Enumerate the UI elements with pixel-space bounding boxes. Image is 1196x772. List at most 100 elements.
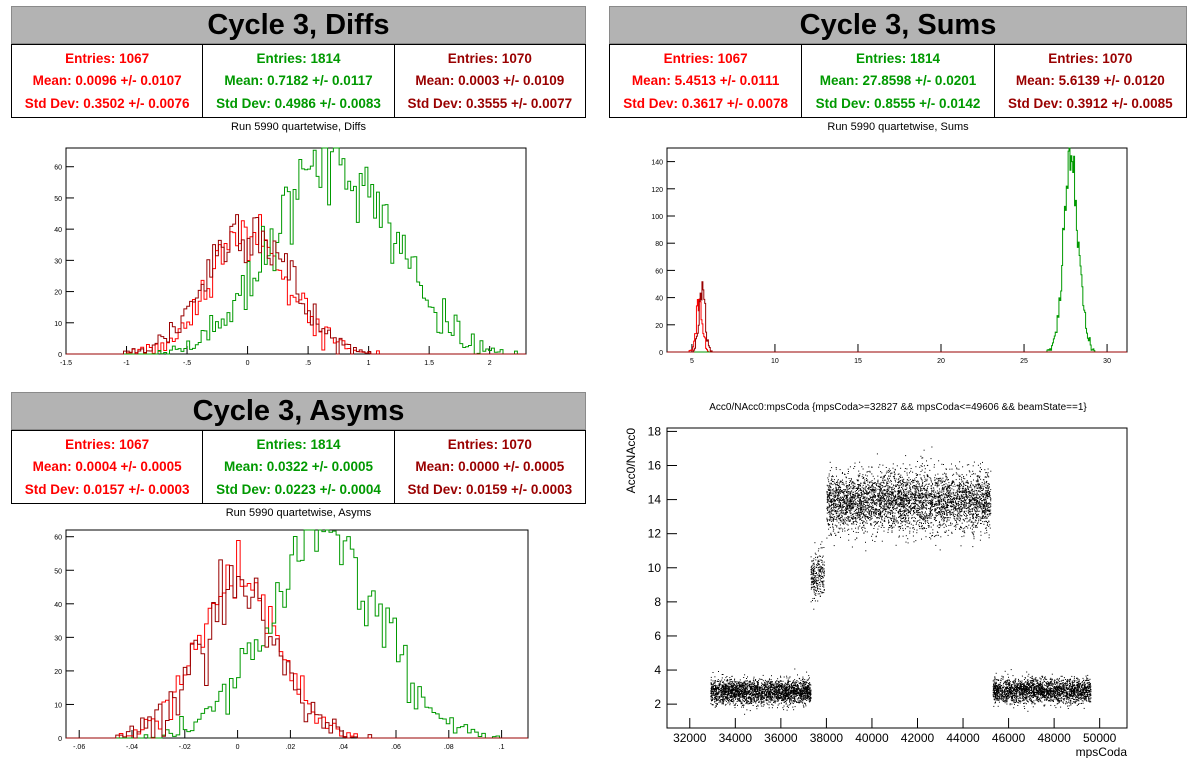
scatter-point <box>741 695 743 697</box>
scatter-point <box>724 684 726 686</box>
scatter-point <box>723 695 725 697</box>
scatter-point <box>902 463 904 465</box>
scatter-point <box>980 502 982 504</box>
scatter-point <box>755 702 757 704</box>
scatter-point <box>873 513 875 515</box>
scatter-point <box>903 517 905 518</box>
scatter-point <box>852 485 854 487</box>
scatter-point <box>865 490 867 492</box>
scatter-point <box>836 483 838 485</box>
scatter-point <box>732 689 734 691</box>
scatter-point <box>736 690 738 692</box>
scatter-point <box>803 693 805 694</box>
scatter-point <box>744 674 746 676</box>
scatter-point <box>831 508 832 510</box>
scatter-point <box>772 699 774 701</box>
scatter-point <box>741 706 743 708</box>
scatter-point <box>932 532 934 534</box>
scatter-point <box>776 696 778 698</box>
scatter-point <box>791 691 793 692</box>
scatter-point <box>929 532 931 534</box>
scatter-point <box>802 691 804 693</box>
scatter-point <box>862 529 863 531</box>
scatter-point <box>732 684 734 686</box>
scatter-point <box>720 689 722 691</box>
scatter-point <box>913 487 915 489</box>
scatter-point <box>932 496 934 498</box>
scatter-point <box>810 698 812 699</box>
scatter-point <box>724 694 725 696</box>
scatter-point <box>772 694 774 695</box>
scatter-point <box>723 701 725 703</box>
scatter-point <box>947 509 949 511</box>
scatter-point <box>930 487 932 489</box>
scatter-point <box>722 693 724 695</box>
scatter-point <box>949 496 951 497</box>
scatter-point <box>963 491 965 493</box>
scatter-point <box>715 696 717 698</box>
scatter-point <box>806 693 808 695</box>
scatter-point <box>739 686 741 688</box>
scatter-point <box>737 684 739 686</box>
scatter-point <box>902 482 904 484</box>
scatter-point <box>754 684 756 686</box>
scatter-point <box>898 481 899 483</box>
scatter-point <box>718 693 720 695</box>
scatter-point <box>893 489 895 490</box>
scatter-point <box>857 528 859 530</box>
scatter-point <box>963 477 964 479</box>
scatter-point <box>711 686 713 688</box>
scatter-point <box>714 701 715 703</box>
scatter-point <box>711 697 713 698</box>
scatter-point <box>949 468 951 470</box>
scatter-point <box>797 686 799 688</box>
scatter-point <box>774 687 776 689</box>
scatter-point <box>757 695 759 697</box>
scatter-point <box>984 505 986 507</box>
scatter-point <box>777 694 779 696</box>
scatter-point <box>770 681 772 683</box>
scatter-point <box>767 699 769 701</box>
scatter-point <box>745 703 747 705</box>
scatter-point <box>925 504 927 506</box>
scatter-point <box>961 522 963 524</box>
scatter-point <box>743 680 745 682</box>
scatter-point <box>736 693 737 695</box>
scatter-point <box>866 492 868 493</box>
scatter-point <box>842 496 844 498</box>
scatter-point <box>941 519 943 521</box>
scatter-point <box>768 688 770 690</box>
scatter-point <box>953 498 955 499</box>
scatter-point <box>857 514 859 516</box>
scatter-point <box>934 505 936 507</box>
x-tick-label: .1 <box>499 744 505 751</box>
scatter-point <box>713 691 715 692</box>
scatter-point <box>760 687 762 689</box>
scatter-point <box>739 698 741 700</box>
scatter-point <box>761 698 763 700</box>
scatter-point <box>802 686 804 688</box>
stat-entries: Entries: 1814 <box>855 50 941 66</box>
scatter-point <box>926 508 928 510</box>
scatter-point <box>910 496 912 498</box>
scatter-point <box>712 685 714 687</box>
scatter-point <box>761 685 762 687</box>
scatter-point <box>860 488 862 490</box>
scatter-point <box>924 498 926 500</box>
scatter-point <box>763 701 765 703</box>
scatter-point <box>811 567 813 569</box>
scatter-point <box>715 700 717 702</box>
scatter-point <box>763 696 765 698</box>
scatter-point <box>710 682 712 684</box>
scatter-point <box>897 482 899 483</box>
scatter-point <box>735 685 736 687</box>
scatter-point <box>731 687 733 689</box>
scatter-point <box>738 690 740 692</box>
scatter-point <box>755 700 757 702</box>
scatter-point <box>808 693 810 695</box>
scatter-point <box>949 496 951 498</box>
scatter-point <box>857 532 859 533</box>
scatter-point <box>812 583 814 584</box>
scatter-point <box>747 700 749 702</box>
scatter-point <box>909 482 911 484</box>
